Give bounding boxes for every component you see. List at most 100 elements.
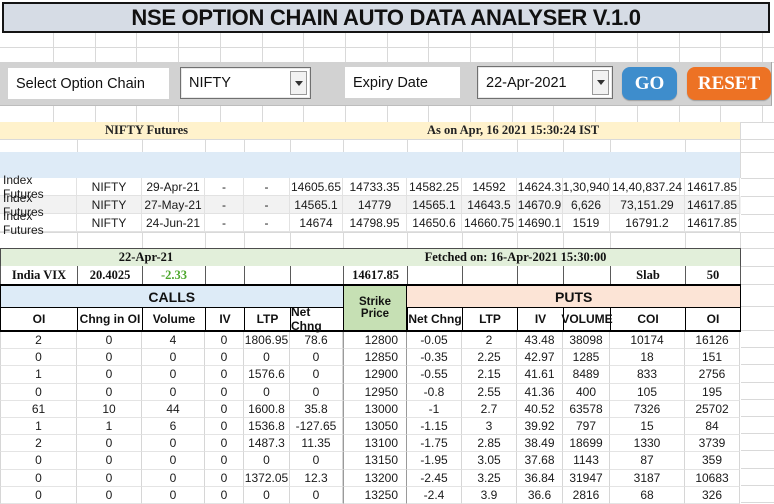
- put-cell[interactable]: 2.55: [462, 383, 517, 401]
- call-cell[interactable]: 0: [205, 349, 244, 367]
- futures-cell[interactable]: 14798.95: [343, 214, 407, 232]
- futures-cell[interactable]: 14624.3: [517, 178, 563, 196]
- call-cell[interactable]: 0: [77, 469, 142, 487]
- put-cell[interactable]: 7326: [610, 400, 685, 418]
- put-cell[interactable]: 43.48: [517, 332, 563, 350]
- put-cell[interactable]: -0.35: [407, 349, 462, 367]
- futures-cell[interactable]: 14674: [290, 214, 343, 232]
- calls-column-header[interactable]: OI: [1, 308, 78, 330]
- futures-cell[interactable]: -: [205, 196, 244, 214]
- futures-cell[interactable]: 14605.65: [290, 178, 343, 196]
- futures-cell[interactable]: 29-Apr-21: [142, 178, 205, 196]
- put-cell[interactable]: 1143: [563, 452, 610, 470]
- call-cell[interactable]: 0: [77, 332, 142, 350]
- futures-cell[interactable]: 1519: [563, 214, 610, 232]
- put-cell[interactable]: 18699: [563, 435, 610, 453]
- chevron-down-icon[interactable]: [290, 71, 307, 95]
- reset-button[interactable]: RESET: [687, 67, 771, 100]
- put-cell[interactable]: 38098: [563, 332, 610, 350]
- vix-empty-cell[interactable]: [206, 266, 245, 285]
- call-cell[interactable]: 1536.8: [244, 417, 290, 436]
- futures-cell[interactable]: 14,40,837.24: [610, 178, 685, 196]
- futures-cell[interactable]: 14643.5: [462, 196, 517, 214]
- put-cell[interactable]: 3: [462, 417, 517, 436]
- futures-cell[interactable]: 14617.85: [685, 178, 740, 196]
- call-cell[interactable]: 0: [142, 486, 205, 504]
- put-cell[interactable]: 16126: [685, 332, 740, 350]
- option-chain-dropdown[interactable]: NIFTY: [180, 67, 311, 99]
- call-cell[interactable]: 6: [142, 417, 205, 436]
- put-cell[interactable]: 63578: [563, 400, 610, 418]
- put-cell[interactable]: 36.6: [517, 486, 563, 504]
- put-cell[interactable]: 326: [685, 486, 740, 504]
- put-cell[interactable]: -0.8: [407, 383, 462, 401]
- put-cell[interactable]: 105: [610, 383, 685, 401]
- futures-cell[interactable]: -: [205, 178, 244, 196]
- put-cell[interactable]: -1: [407, 400, 462, 418]
- put-cell[interactable]: 3739: [685, 435, 740, 453]
- put-cell[interactable]: 833: [610, 366, 685, 384]
- futures-cell[interactable]: 27-May-21: [142, 196, 205, 214]
- slab-value[interactable]: 50: [686, 266, 741, 285]
- put-cell[interactable]: 151: [685, 349, 740, 367]
- put-cell[interactable]: 37.68: [517, 452, 563, 470]
- futures-cell[interactable]: 14690.1: [517, 214, 563, 232]
- call-cell[interactable]: 0: [0, 469, 77, 487]
- vix-empty-cell[interactable]: [564, 266, 611, 285]
- call-cell[interactable]: 1: [77, 417, 142, 436]
- put-cell[interactable]: 400: [563, 383, 610, 401]
- call-cell[interactable]: 1600.8: [244, 400, 290, 418]
- put-cell[interactable]: 39.92: [517, 417, 563, 436]
- call-cell[interactable]: 0: [142, 469, 205, 487]
- call-cell[interactable]: 0: [142, 435, 205, 453]
- put-cell[interactable]: 40.52: [517, 400, 563, 418]
- put-cell[interactable]: 1285: [563, 349, 610, 367]
- vix-empty-cell[interactable]: [518, 266, 564, 285]
- futures-cell[interactable]: 14660.75: [462, 214, 517, 232]
- call-cell[interactable]: 1: [0, 366, 77, 384]
- put-cell[interactable]: 2.85: [462, 435, 517, 453]
- go-button[interactable]: GO: [622, 67, 677, 100]
- futures-cell[interactable]: 1,30,940: [563, 178, 610, 196]
- call-cell[interactable]: 0: [290, 452, 343, 470]
- put-cell[interactable]: 797: [563, 417, 610, 436]
- slab-label[interactable]: Slab: [611, 266, 686, 285]
- call-cell[interactable]: 0: [205, 417, 244, 436]
- put-cell[interactable]: -0.55: [407, 366, 462, 384]
- call-cell[interactable]: 0: [0, 383, 77, 401]
- futures-cell[interactable]: 14565.1: [290, 196, 343, 214]
- puts-column-header[interactable]: Net Chng: [408, 308, 463, 330]
- put-cell[interactable]: 2.25: [462, 349, 517, 367]
- put-cell[interactable]: 3.9: [462, 486, 517, 504]
- calls-column-header[interactable]: LTP: [245, 308, 291, 330]
- call-cell[interactable]: 1576.6: [244, 366, 290, 384]
- strike-cell[interactable]: 12950: [343, 383, 407, 401]
- vix-empty-cell[interactable]: [291, 266, 344, 285]
- calls-column-header[interactable]: IV: [206, 308, 245, 330]
- call-cell[interactable]: 0: [205, 486, 244, 504]
- put-cell[interactable]: 38.49: [517, 435, 563, 453]
- puts-column-header[interactable]: LTP: [463, 308, 518, 330]
- put-cell[interactable]: 8489: [563, 366, 610, 384]
- call-cell[interactable]: 11.35: [290, 435, 343, 453]
- spot-price[interactable]: 14617.85: [344, 266, 408, 285]
- call-cell[interactable]: 0: [142, 349, 205, 367]
- put-cell[interactable]: 84: [685, 417, 740, 436]
- futures-cell[interactable]: 14617.85: [685, 196, 740, 214]
- put-cell[interactable]: 2.7: [462, 400, 517, 418]
- futures-cell[interactable]: NIFTY: [77, 196, 142, 214]
- futures-cell[interactable]: -: [244, 178, 290, 196]
- futures-cell[interactable]: NIFTY: [77, 178, 142, 196]
- call-cell[interactable]: 10: [77, 400, 142, 418]
- put-cell[interactable]: 41.36: [517, 383, 563, 401]
- put-cell[interactable]: -2.4: [407, 486, 462, 504]
- put-cell[interactable]: 10174: [610, 332, 685, 350]
- futures-cell[interactable]: 14582.25: [407, 178, 462, 196]
- strike-cell[interactable]: 12900: [343, 366, 407, 384]
- strike-cell[interactable]: 12800: [343, 332, 407, 350]
- futures-cell[interactable]: 16791.2: [610, 214, 685, 232]
- strike-cell[interactable]: 13100: [343, 435, 407, 453]
- futures-cell[interactable]: 14733.35: [343, 178, 407, 196]
- put-cell[interactable]: 2: [462, 332, 517, 350]
- call-cell[interactable]: 0: [205, 332, 244, 350]
